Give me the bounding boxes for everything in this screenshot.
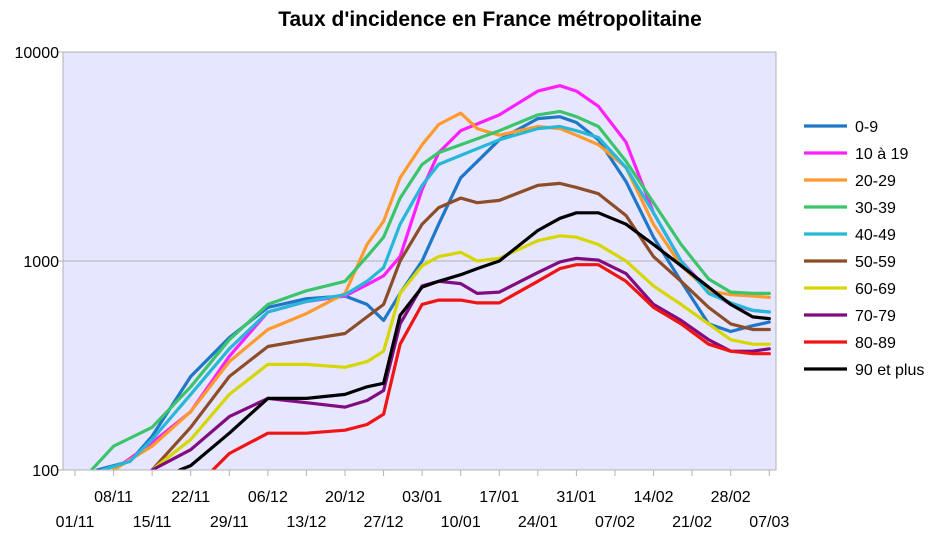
x-tick-label-upper: 31/01 (556, 489, 596, 506)
x-tick-label-lower: 07/02 (595, 514, 635, 531)
x-tick-label-lower: 15/11 (133, 514, 172, 531)
series-line-2 (112, 111, 771, 470)
x-tick-label-lower: 10/01 (441, 514, 481, 531)
x-tick-label-upper: 17/01 (479, 489, 519, 506)
legend-label: 0-9 (855, 119, 878, 136)
x-tick-label-lower: 07/03 (749, 514, 789, 531)
x-tick-label-upper: 28/02 (711, 489, 751, 506)
x-tick-label-upper: 22/11 (171, 489, 210, 506)
y-tick-label: 100 (32, 463, 59, 480)
legend-label: 40-49 (855, 227, 896, 244)
x-tick-label-lower: 21/02 (672, 514, 712, 531)
legend-label: 70-79 (855, 308, 896, 325)
x-tick-label-upper: 08/11 (94, 489, 133, 506)
legend-label: 80-89 (855, 335, 896, 352)
legend-label: 20-29 (855, 173, 896, 190)
y-tick-label: 1000 (23, 254, 59, 271)
x-tick-label-lower: 24/01 (518, 514, 558, 531)
x-tick-label-upper: 03/01 (402, 489, 442, 506)
legend-label: 60-69 (855, 281, 896, 298)
legend-label: 50-59 (855, 254, 896, 271)
x-tick-label-upper: 14/02 (634, 489, 674, 506)
legend-label: 30-39 (855, 200, 896, 217)
series-line-4 (100, 124, 771, 470)
x-tick-label-lower: 01/11 (56, 514, 95, 531)
series-line-6 (150, 234, 771, 470)
x-tick-label-lower: 27/12 (364, 514, 404, 531)
legend-label: 90 et plus (855, 362, 924, 379)
x-tick-label-lower: 13/12 (286, 514, 326, 531)
series-line-9 (178, 211, 771, 470)
series-line-5 (150, 181, 771, 470)
series-line-8 (211, 263, 771, 470)
chart-title: Taux d'incidence en France métropolitain… (278, 8, 702, 31)
x-tick-label-lower: 29/11 (210, 514, 249, 531)
y-tick-label: 10000 (15, 45, 60, 62)
series-line-3 (89, 109, 771, 470)
legend-label: 10 à 19 (855, 146, 908, 163)
x-tick-label-upper: 20/12 (325, 489, 365, 506)
x-tick-label-upper: 06/12 (248, 489, 288, 506)
series-line-7 (150, 256, 771, 470)
